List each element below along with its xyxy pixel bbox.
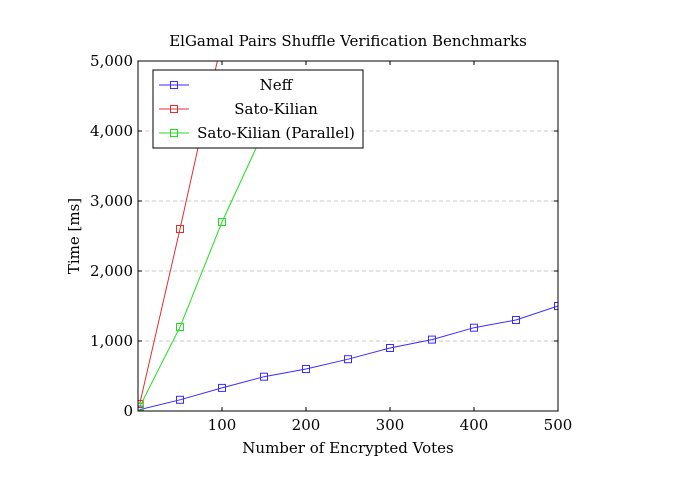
y-tick-label: 3,000	[90, 192, 133, 210]
data-point	[554, 302, 558, 310]
y-tick-label: 0	[123, 402, 133, 420]
y-tick-label: 5,000	[90, 52, 133, 70]
y-tick-label: 4,000	[90, 122, 133, 140]
y-tick-label: 2,000	[90, 262, 133, 280]
series-line	[139, 305, 558, 411]
y-tick-label: 1,000	[90, 332, 133, 350]
chart-title: ElGamal Pairs Shuffle Verification Bench…	[169, 32, 527, 50]
data-point	[218, 383, 226, 392]
legend-label: Neff	[260, 76, 294, 94]
x-tick-label: 400	[460, 416, 489, 434]
axis-ticks: 0 1,000 2,000 3,000 4,000 5,000 100 200 300 400 50…	[90, 52, 572, 434]
data-point	[470, 323, 478, 332]
legend-marker	[170, 129, 178, 137]
legend: Neff Sato-Kilian Sato-Kilian (Parallel)	[152, 69, 364, 149]
data-point	[428, 335, 436, 344]
x-tick-label: 500	[544, 416, 573, 434]
data-point	[176, 323, 184, 331]
y-axis-label: Time [ms]	[65, 198, 83, 274]
legend-marker	[170, 105, 178, 113]
x-axis-label: Number of Encrypted Votes	[242, 439, 453, 457]
series-layer	[138, 61, 558, 411]
data-point	[302, 365, 310, 373]
data-point	[176, 395, 184, 404]
data-point	[344, 355, 352, 364]
data-point	[176, 225, 184, 233]
legend-label: Sato-Kilian (Parallel)	[197, 124, 355, 142]
data-point	[138, 402, 144, 411]
plot-frame	[137, 60, 559, 412]
grid-lines	[138, 130, 558, 342]
legend-label: Sato-Kilian	[234, 100, 318, 118]
data-point	[386, 344, 394, 352]
data-point	[512, 316, 520, 324]
x-tick-label: 300	[376, 416, 405, 434]
series-line	[139, 130, 265, 408]
data-point	[218, 218, 226, 226]
x-tick-label: 200	[292, 416, 321, 434]
legend-marker	[170, 81, 178, 89]
x-tick-label: 100	[208, 416, 237, 434]
data-point	[260, 372, 268, 381]
